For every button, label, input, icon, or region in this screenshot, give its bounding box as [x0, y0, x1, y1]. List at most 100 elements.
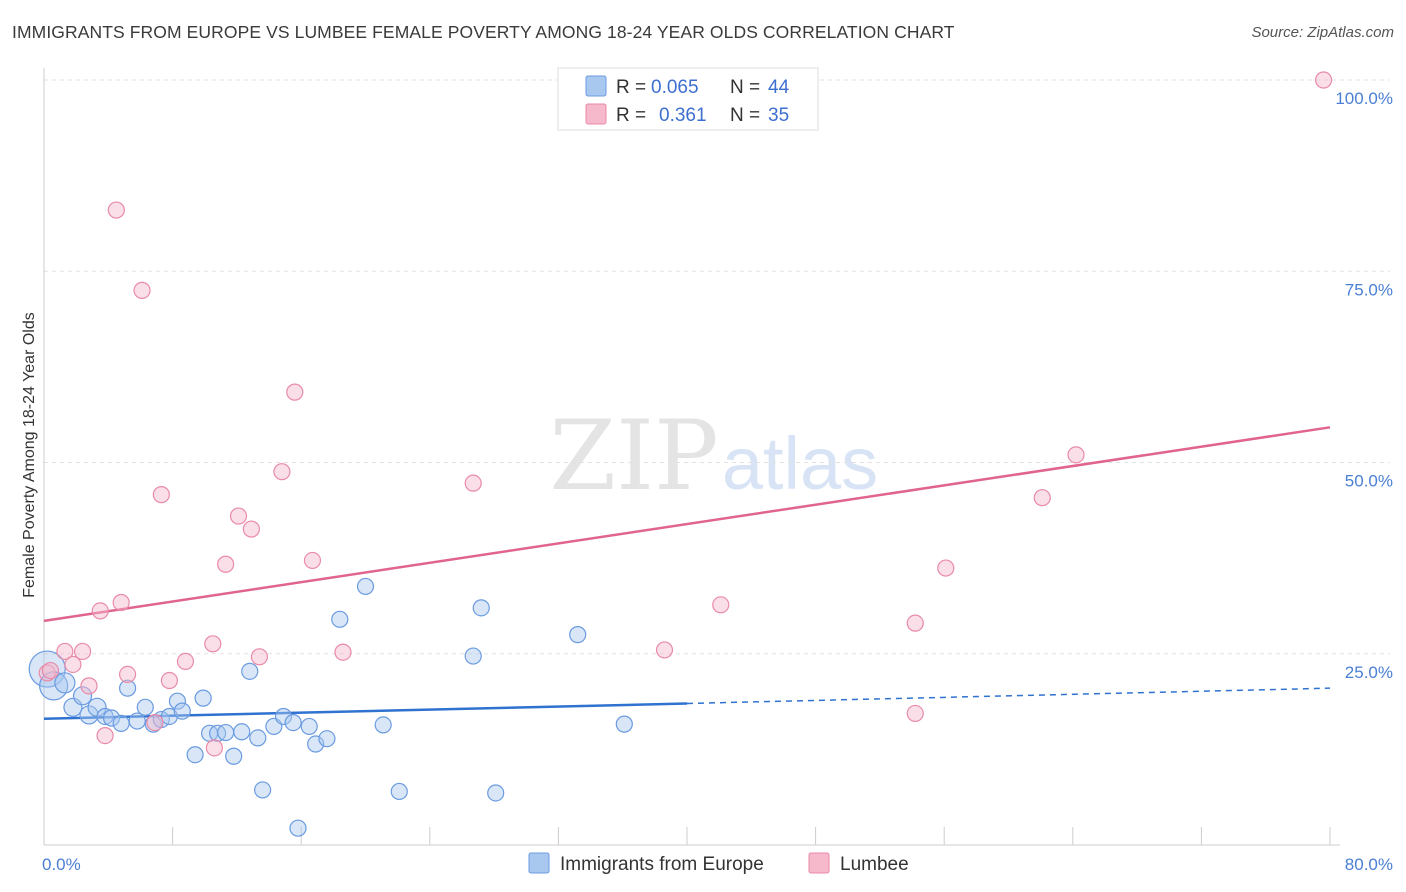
europe-point [112, 714, 130, 732]
europe-point [194, 689, 212, 707]
lumbee-point [107, 201, 125, 219]
legend-swatch-europe [585, 75, 607, 97]
axes [43, 68, 1340, 846]
lumbee-point [91, 602, 109, 620]
series-legend-label-lumbee: Lumbee [840, 854, 909, 875]
lumbee-point [217, 555, 235, 573]
lumbee-point [334, 643, 352, 661]
europe-point [318, 730, 336, 748]
lumbee-point [303, 551, 322, 570]
europe-point [289, 819, 307, 837]
europe-point [72, 686, 93, 706]
europe-point [254, 781, 272, 799]
lumbee-point [242, 520, 260, 538]
lumbee-point [160, 671, 178, 690]
lumbee-point [1067, 446, 1085, 464]
y-tick-label: 25.0% [1345, 663, 1393, 682]
lumbee-point [1033, 489, 1051, 507]
europe-point [225, 747, 243, 765]
europe-point [249, 729, 267, 747]
europe-point [233, 723, 251, 741]
europe-point [136, 698, 154, 716]
lumbee-point [80, 677, 98, 695]
x-tick-label: 80.0% [1345, 855, 1393, 874]
series-legend-label-europe: Immigrants from Europe [560, 854, 764, 875]
europe-point [487, 784, 505, 802]
legend-r-label-lumbee: R = [616, 105, 646, 126]
series-legend: Immigrants from Europe Lumbee [528, 852, 909, 875]
europe-point [307, 735, 325, 753]
europe-point [118, 679, 137, 697]
x-tick-label: 0.0% [42, 855, 81, 874]
lumbee-point [655, 641, 674, 659]
lumbee-point [906, 704, 924, 723]
y-tick-labels: 25.0% 50.0% 75.0% 100.0% [1335, 89, 1393, 682]
legend-n-value-europe: 44 [768, 77, 790, 98]
lumbee-point [112, 593, 130, 612]
europe-point [186, 746, 204, 764]
lumbee-point [906, 614, 924, 632]
lumbee-point [133, 281, 151, 299]
legend-swatch-lumbee [585, 103, 607, 125]
lumbee-point [273, 463, 291, 481]
europe-point [374, 716, 392, 734]
europe-point [284, 713, 302, 732]
y-axis-label: Female Poverty Among 18-24 Year Olds [21, 312, 38, 598]
europe-point [472, 599, 490, 617]
europe-point [274, 707, 293, 726]
gridlines [44, 79, 1390, 655]
europe-point [160, 707, 178, 726]
lumbee-point [146, 713, 164, 732]
europe-point [217, 723, 235, 742]
europe-point [615, 715, 633, 733]
europe-point [79, 705, 99, 725]
lumbee-point [176, 652, 195, 671]
lumbee-point [73, 642, 92, 661]
europe-point [331, 610, 349, 628]
legend-n-label-europe: N = [730, 77, 760, 98]
lumbee-point [1314, 71, 1333, 89]
europe-point [54, 672, 76, 694]
y-tick-label: 50.0% [1345, 472, 1393, 491]
watermark-zip: ZIP [549, 400, 718, 512]
europe-point [569, 626, 587, 644]
lumbee-point [464, 474, 482, 492]
lumbee-point [96, 727, 114, 745]
lumbee-point [286, 383, 304, 401]
europe-point [356, 577, 375, 596]
europe-point [241, 662, 259, 680]
europe-point [39, 671, 69, 701]
source-attribution: Source: ZipAtlas.com [1251, 24, 1394, 41]
series-legend-swatch-lumbee [808, 852, 830, 874]
lumbee-point [38, 664, 56, 682]
europe-point [168, 692, 187, 710]
x-tick-labels: 0.0% 80.0% [42, 855, 1393, 874]
legend-r-value-lumbee: 0.361 [659, 105, 707, 126]
europe-point [102, 709, 121, 727]
lumbee-point [937, 559, 955, 577]
europe-point [128, 712, 146, 730]
europe-trend-line-extension [686, 687, 1331, 705]
europe-point [96, 707, 114, 726]
lumbee-point [152, 486, 170, 504]
europe-point [300, 717, 318, 736]
lumbee-trend-line [43, 426, 1331, 623]
data-points [28, 71, 1333, 837]
lumbee-point [64, 655, 82, 674]
stats-legend: R = 0.065 N = 44 R = 0.361 N = 35 [557, 67, 819, 131]
y-tick-label: 100.0% [1335, 89, 1393, 108]
legend-r-value-europe: 0.065 [651, 77, 699, 98]
legend-n-label-lumbee: N = [730, 105, 760, 126]
lumbee-point [118, 665, 137, 684]
lumbee-point [250, 648, 269, 666]
europe-point [464, 647, 482, 665]
lumbee-point [41, 661, 60, 680]
y-tick-label: 75.0% [1345, 280, 1393, 299]
lumbee-point [712, 596, 730, 614]
lumbee-point [204, 635, 222, 653]
legend-r-label-europe: R = [616, 77, 646, 98]
europe-point [173, 702, 191, 720]
europe-point [390, 782, 408, 801]
lumbee-point [229, 507, 248, 525]
